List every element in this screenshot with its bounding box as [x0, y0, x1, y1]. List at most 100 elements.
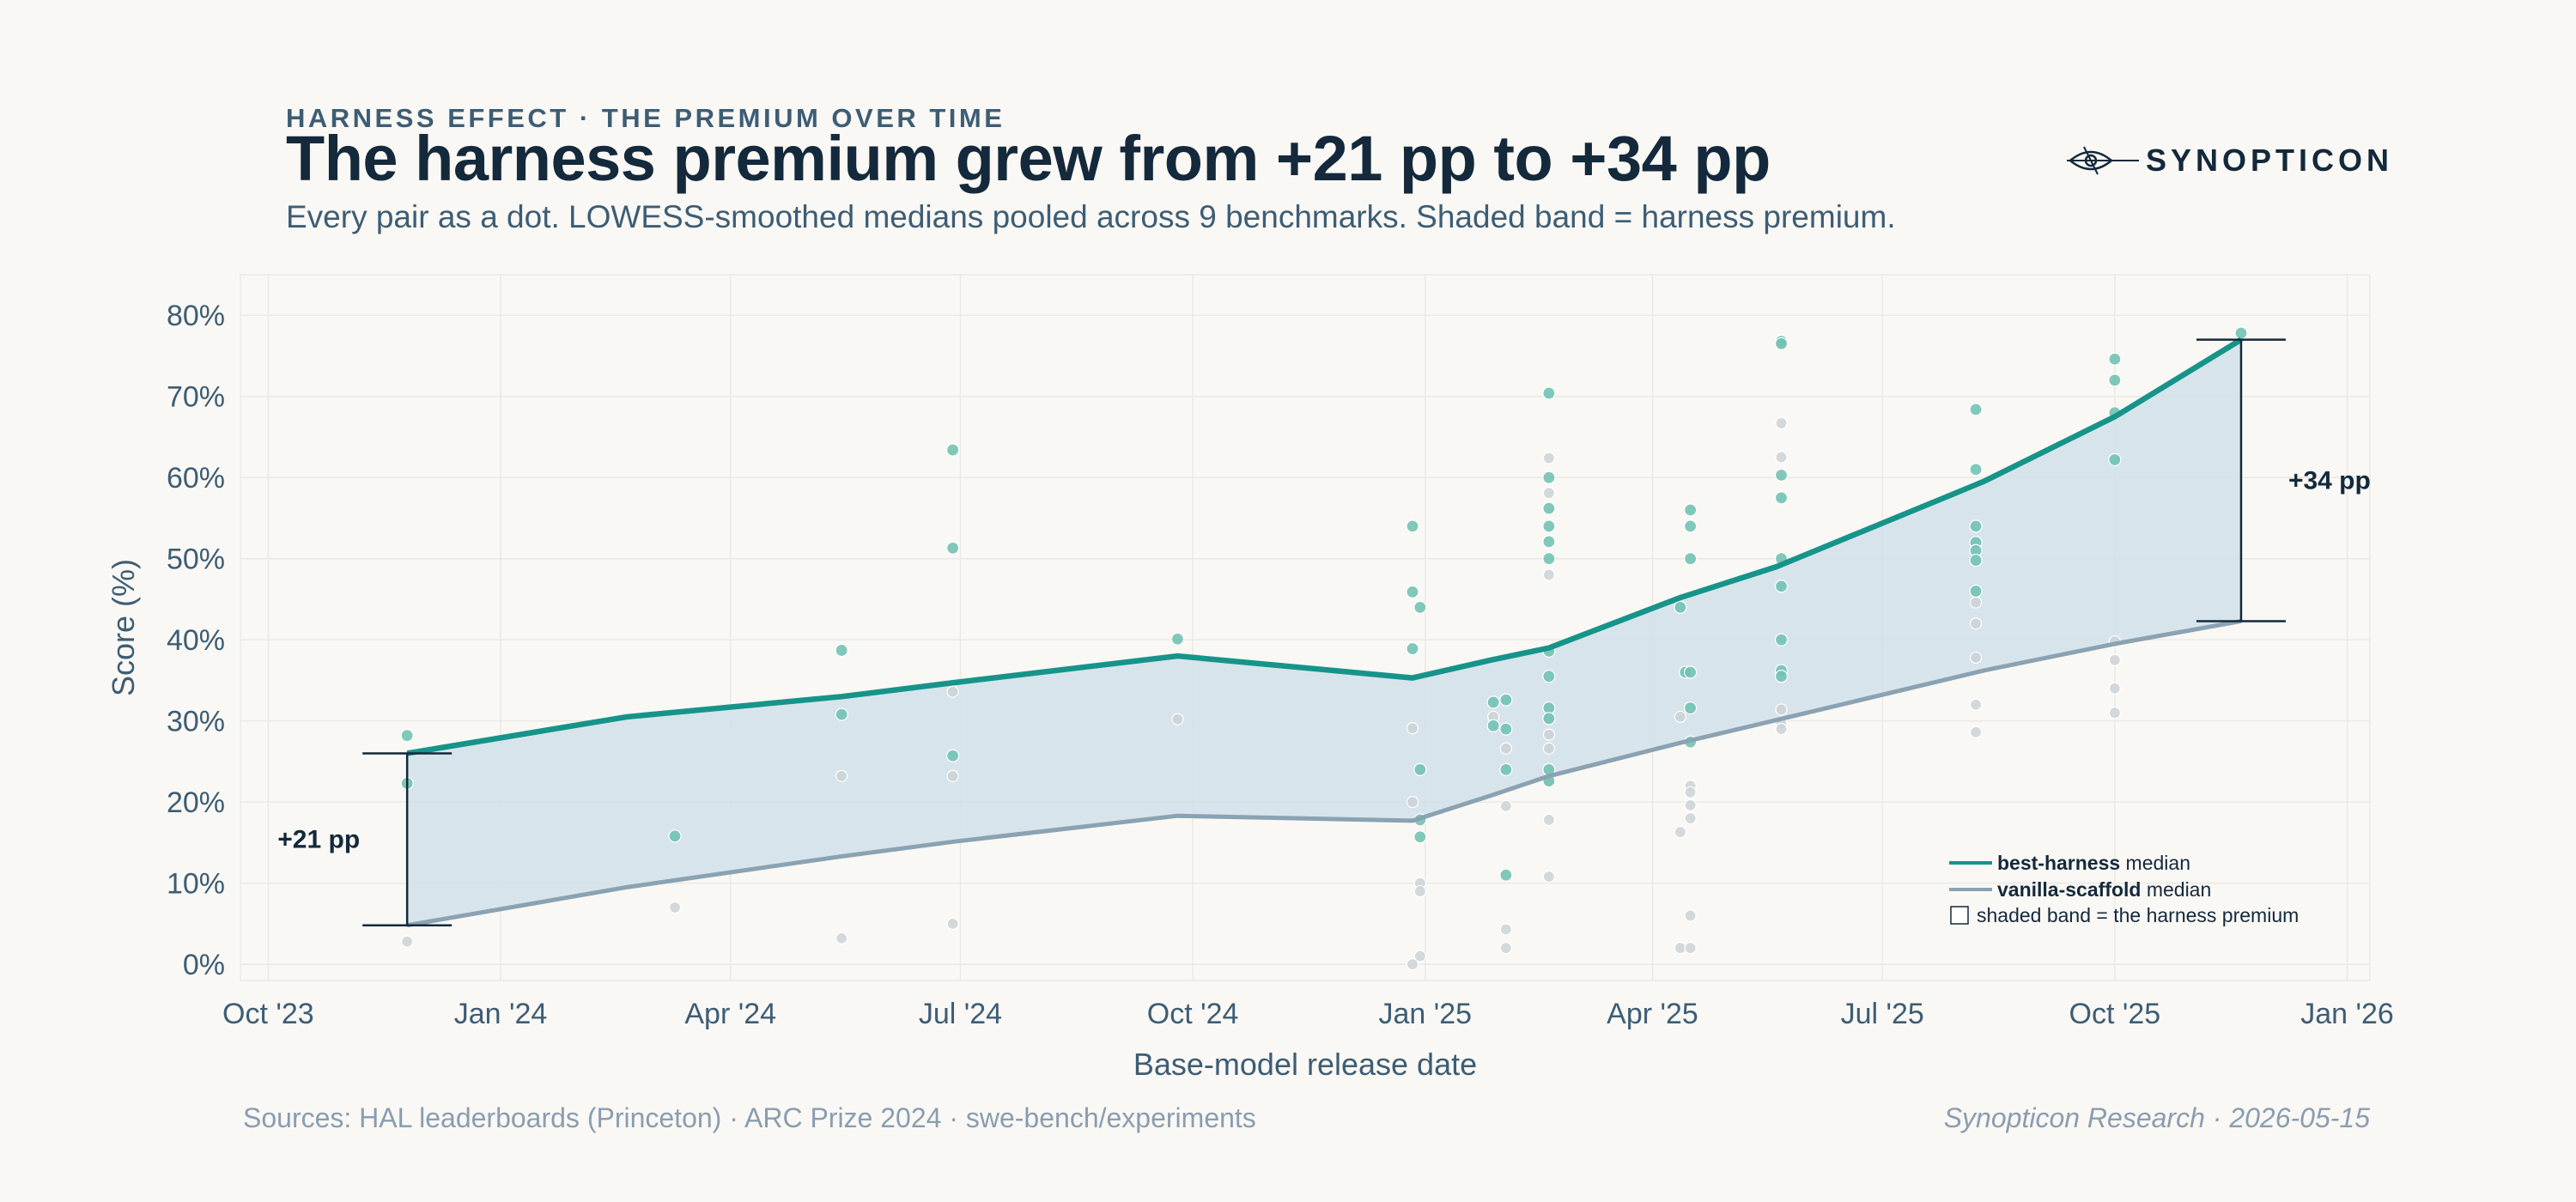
vanilla-scaffold-point — [946, 685, 959, 698]
best-harness-point — [1684, 665, 1698, 679]
best-harness-point — [835, 707, 848, 721]
best-harness-point — [400, 729, 414, 743]
plot-frame — [240, 274, 2371, 981]
x-tick-label: Jul '24 — [919, 998, 1002, 1030]
vanilla-scaffold-point — [1969, 725, 1983, 738]
best-harness-point — [835, 643, 848, 658]
best-harness-point — [1542, 386, 1556, 400]
x-tick-label: Oct '23 — [222, 998, 314, 1030]
best-harness-point — [1684, 552, 1698, 566]
vanilla-scaffold-point — [946, 917, 959, 930]
x-axis-label: Base-model release date — [1133, 1047, 1477, 1082]
vanilla-scaffold-point — [1542, 487, 1555, 500]
best-harness-point — [2108, 352, 2122, 366]
best-harness-point — [1499, 693, 1513, 707]
vanilla-scaffold-point — [1674, 825, 1686, 839]
vanilla-scaffold-point — [835, 932, 848, 944]
best-harness-point — [1774, 491, 1789, 505]
x-tick-label: Apr '24 — [684, 998, 776, 1030]
harness-premium-band — [407, 339, 2241, 926]
x-tick-label: Jan '24 — [454, 998, 548, 1030]
best-harness-point — [1486, 719, 1500, 732]
vanilla-scaffold-point — [1499, 742, 1512, 755]
chart-legend: best-harness median vanilla-scaffold medi… — [1949, 852, 2299, 926]
y-tick-label: 70% — [167, 381, 225, 414]
best-harness-point — [1684, 503, 1698, 517]
best-harness-point — [1969, 403, 1983, 416]
vanilla-scaffold-point — [1674, 942, 1686, 955]
vanilla-scaffold-point — [2108, 707, 2121, 719]
vanilla-scaffold-point — [1969, 617, 1983, 630]
synopticon-eye-icon — [2067, 146, 2139, 175]
vanilla-scaffold-point — [1413, 884, 1426, 898]
best-harness-point — [1542, 519, 1556, 533]
best-harness-point — [1406, 641, 1419, 656]
vanilla-scaffold-point — [1684, 786, 1697, 798]
vanilla-scaffold-point — [1499, 942, 1512, 955]
best-harness-median-line — [406, 337, 2243, 756]
brand-name: SYNOPTICON — [2146, 143, 2394, 178]
best-harness-point — [1774, 670, 1789, 683]
best-harness-point — [1542, 712, 1556, 725]
y-tick-label: 80% — [167, 300, 225, 332]
vanilla-scaffold-point — [1969, 596, 1983, 609]
vanilla-scaffold-point — [1499, 799, 1512, 812]
best-harness-point — [1969, 553, 1983, 568]
best-harness-point — [1499, 868, 1513, 882]
x-tick-label: Apr '25 — [1607, 998, 1698, 1030]
best-harness-point — [1774, 337, 1789, 350]
chart-title: The harness premium grew from +21 pp to … — [286, 123, 1771, 194]
legend-label-best: best-harness median — [1997, 852, 2190, 874]
best-harness-point — [1406, 519, 1419, 533]
legend-label-vanilla: vanilla-scaffold median — [1997, 878, 2211, 901]
best-harness-point — [1406, 585, 1419, 599]
vanilla-scaffold-median-line — [406, 618, 2242, 928]
best-harness-point — [1674, 600, 1687, 614]
premium-annotation-label: +34 pp — [2288, 467, 2371, 495]
x-tick-label: Oct '25 — [2069, 998, 2161, 1030]
vanilla-scaffold-point — [668, 901, 682, 914]
x-tick-label: Jan '26 — [2300, 998, 2394, 1030]
eyebrow: HARNESS EFFECT · THE PREMIUM OVER TIME — [286, 103, 1005, 133]
plot-area: 0% 10% 20% 30% 40% 50% 60% 70% 80% Oct '23 Jan '24… — [106, 274, 2394, 1082]
best-harness-point — [2108, 373, 2122, 387]
best-harness-point — [946, 749, 960, 762]
vanilla-scaffold-point — [1499, 923, 1512, 936]
best-harness-point — [1774, 633, 1789, 647]
vanilla-scaffold-point — [1542, 742, 1555, 755]
best-harness-point — [2108, 452, 2122, 467]
legend-swatch-band — [1950, 906, 1969, 925]
premium-annotation-label: +21 pp — [277, 826, 360, 854]
best-harness-point — [1542, 535, 1556, 549]
best-harness-point — [1684, 701, 1698, 715]
y-tick-label: 30% — [167, 706, 225, 738]
y-tick-label: 40% — [167, 624, 225, 657]
vanilla-scaffold-point — [1969, 651, 1983, 665]
vanilla-scaffold-point — [1775, 723, 1788, 736]
vanilla-scaffold-point — [1542, 568, 1555, 581]
y-tick-label: 0% — [183, 949, 225, 981]
vanilla-scaffold-point — [1684, 798, 1697, 812]
vanilla-scaffold-point — [2108, 653, 2121, 666]
vanilla-scaffold-point — [1969, 698, 1983, 711]
vanilla-scaffold-point — [1171, 713, 1184, 725]
best-harness-point — [946, 443, 960, 457]
vanilla-scaffold-point — [2108, 682, 2121, 695]
chart-subtitle: Every pair as a dot. LOWESS-smoothed med… — [286, 199, 1896, 234]
x-tick-label: Jul '25 — [1841, 998, 1924, 1030]
vanilla-scaffold-point — [1775, 451, 1788, 464]
best-harness-point — [1486, 695, 1500, 709]
vanilla-scaffold-point — [401, 935, 414, 948]
brand-logo: SYNOPTICON — [2065, 140, 2393, 181]
sources-note: Sources: HAL leaderboards (Princeton) · … — [243, 1102, 1256, 1133]
research-credit: Synopticon Research · 2026-05-15 — [1943, 1102, 2370, 1133]
best-harness-point — [1499, 722, 1513, 736]
y-tick-label: 10% — [167, 868, 225, 901]
best-harness-point — [1542, 501, 1556, 515]
vanilla-scaffold-point — [835, 769, 848, 783]
legend-label-band: shaded band = the harness premium — [1977, 904, 2299, 926]
vanilla-scaffold-point — [1674, 710, 1686, 724]
vanilla-scaffold-point — [1406, 958, 1419, 971]
vanilla-scaffold-point — [1542, 813, 1555, 827]
vanilla-scaffold-point — [1542, 728, 1555, 741]
